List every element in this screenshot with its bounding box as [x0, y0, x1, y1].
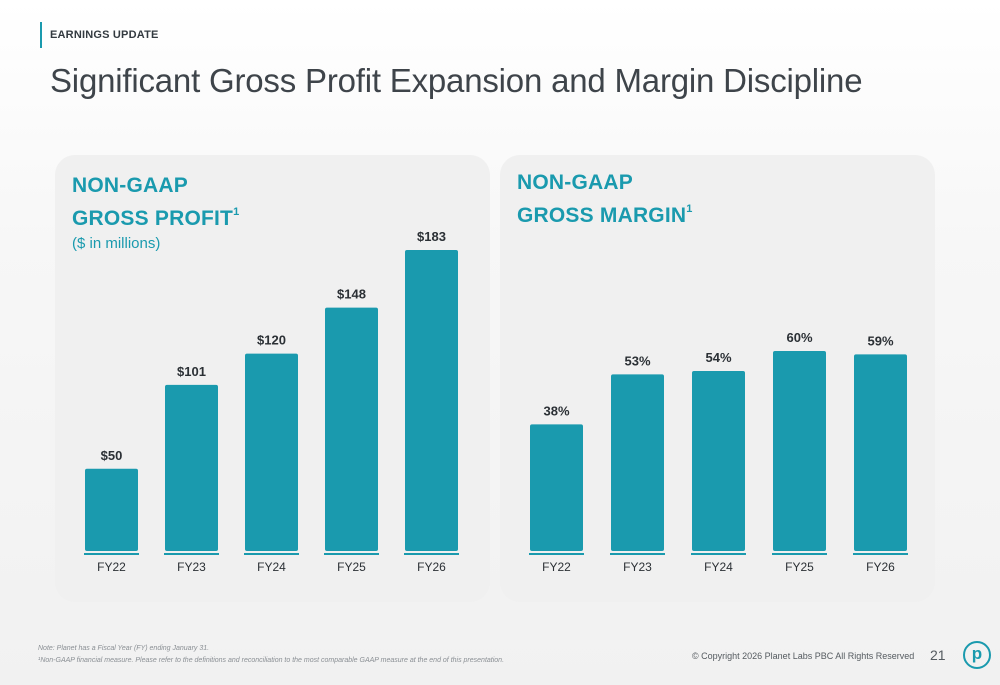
gross-profit-baseline-tick [324, 553, 379, 555]
gross-profit-data-label: $148 [337, 287, 366, 302]
gross-profit-baseline-tick [404, 553, 459, 555]
gross-margin-data-label: 38% [543, 403, 569, 418]
gross-profit-category-label: FY23 [177, 560, 206, 574]
gross-profit-category-label: FY22 [97, 560, 126, 574]
fiscal-year-note: Note: Planet has a Fiscal Year (FY) endi… [38, 645, 210, 652]
gross-profit-data-label: $50 [101, 448, 123, 463]
gross-margin-bar-fy24 [692, 371, 745, 551]
planet-logo-icon: p [963, 641, 991, 669]
gross-profit-bar-fy23 [165, 384, 218, 551]
page-number: 21 [930, 647, 946, 663]
gross-profit-bar-fy22 [85, 468, 138, 551]
gross-profit-category-label: FY25 [337, 560, 366, 574]
gross-margin-data-label: 53% [624, 353, 650, 368]
gross-margin-panel: NON-GAAP GROSS MARGIN1 38% FY22 53% FY23 54%… [500, 155, 935, 602]
gross-margin-title: NON-GAAP GROSS MARGIN1 [517, 168, 693, 230]
gross-profit-chart: $50 FY22 $101 FY23 $120 FY24 $148 FY25 $183 FY26 [84, 229, 459, 574]
gross-margin-bar-fy22 [530, 424, 583, 551]
gross-margin-title-line2: GROSS MARGIN [517, 204, 687, 227]
gross-profit-bar-fy26 [405, 250, 458, 551]
gross-profit-title-line1: NON-GAAP [72, 174, 188, 197]
gross-margin-data-label: 60% [786, 330, 812, 345]
gross-profit-baseline-tick [244, 553, 299, 555]
gross-profit-category-label: FY26 [417, 560, 446, 574]
gross-margin-data-label: 54% [705, 350, 731, 365]
gross-margin-chart: 38% FY22 53% FY23 54% FY24 60% FY25 59% FY26 [529, 330, 908, 574]
gross-profit-subtitle: ($ in millions) [72, 235, 161, 252]
gross-margin-category-label: FY26 [866, 560, 895, 574]
gross-profit-bar-fy24 [245, 353, 298, 551]
gross-profit-title-line2: GROSS PROFIT [72, 207, 234, 230]
gross-margin-baseline-tick [529, 553, 584, 555]
page-title: Significant Gross Profit Expansion and M… [50, 62, 863, 99]
gross-margin-category-label: FY22 [542, 560, 571, 574]
gross-margin-bar-fy25 [773, 351, 826, 551]
gross-margin-baseline-tick [772, 553, 827, 555]
gross-margin-baseline-tick [610, 553, 665, 555]
gross-margin-bar-fy26 [854, 354, 907, 551]
footnote-marker: 1 [233, 206, 240, 218]
section-tag: EARNINGS UPDATE [40, 22, 159, 48]
gross-profit-baseline-tick [84, 553, 139, 555]
non-gaap-note: ¹Non-GAAP financial measure. Please refe… [38, 657, 505, 664]
gross-margin-category-label: FY23 [623, 560, 652, 574]
gross-profit-title: NON-GAAP GROSS PROFIT1 [72, 171, 239, 233]
gross-profit-panel: NON-GAAP GROSS PROFIT1 ($ in millions) $… [55, 155, 490, 602]
gross-margin-data-label: 59% [867, 333, 893, 348]
gross-margin-baseline-tick [691, 553, 746, 555]
gross-margin-category-label: FY25 [785, 560, 814, 574]
gross-margin-bar-fy23 [611, 374, 664, 551]
gross-profit-category-label: FY24 [257, 560, 286, 574]
gross-profit-bar-fy25 [325, 307, 378, 551]
gross-margin-baseline-tick [853, 553, 908, 555]
gross-margin-title-line1: NON-GAAP [517, 171, 633, 194]
footnote-marker: 1 [686, 203, 693, 215]
gross-profit-baseline-tick [164, 553, 219, 555]
gross-profit-data-label: $183 [417, 229, 446, 244]
copyright: © Copyright 2026 Planet Labs PBC All Rig… [692, 651, 915, 661]
gross-profit-data-label: $120 [257, 333, 286, 348]
gross-profit-data-label: $101 [177, 364, 206, 379]
gross-margin-category-label: FY24 [704, 560, 733, 574]
